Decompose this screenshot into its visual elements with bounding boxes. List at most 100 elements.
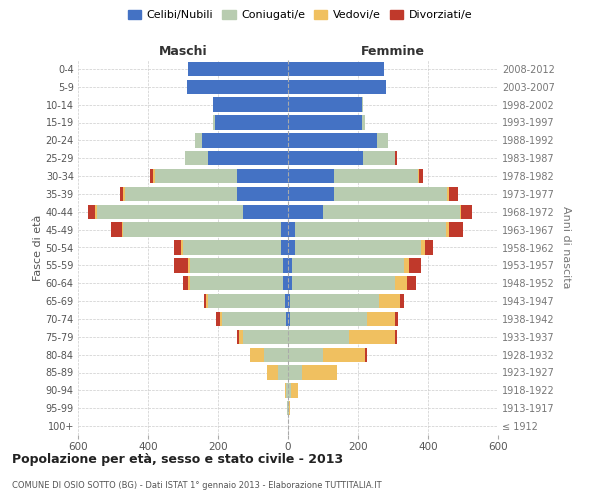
Text: Femmine: Femmine xyxy=(361,45,425,58)
Bar xyxy=(288,62,384,76)
Bar xyxy=(400,294,404,308)
Bar xyxy=(188,276,190,290)
Bar xyxy=(425,240,433,254)
Bar xyxy=(183,276,188,290)
Bar xyxy=(288,204,323,219)
Bar xyxy=(284,294,288,308)
Bar xyxy=(286,312,288,326)
Bar xyxy=(334,169,418,183)
Bar xyxy=(407,276,416,290)
Bar xyxy=(216,312,220,326)
Bar xyxy=(174,240,181,254)
Y-axis label: Anni di nascita: Anni di nascita xyxy=(560,206,571,289)
Bar xyxy=(363,151,395,166)
Bar xyxy=(187,80,288,94)
Bar xyxy=(323,348,365,362)
Bar xyxy=(288,294,290,308)
Bar xyxy=(419,169,423,183)
Bar xyxy=(221,312,286,326)
Bar xyxy=(267,366,277,380)
Bar xyxy=(302,366,337,380)
Bar xyxy=(288,133,377,148)
Bar xyxy=(395,151,397,166)
Bar xyxy=(334,187,447,201)
Bar xyxy=(367,312,395,326)
Text: COMUNE DI OSIO SOTTO (BG) - Dati ISTAT 1° gennaio 2013 - Elaborazione TUTTITALIA: COMUNE DI OSIO SOTTO (BG) - Dati ISTAT 1… xyxy=(12,480,382,490)
Bar xyxy=(239,330,242,344)
Bar xyxy=(283,276,288,290)
Bar xyxy=(208,151,288,166)
Bar xyxy=(292,258,404,272)
Bar xyxy=(155,169,237,183)
Bar xyxy=(242,330,288,344)
Bar xyxy=(183,240,281,254)
Bar xyxy=(288,366,302,380)
Bar xyxy=(281,222,288,237)
Bar xyxy=(237,169,288,183)
Bar xyxy=(220,312,221,326)
Bar xyxy=(292,276,395,290)
Bar xyxy=(208,294,284,308)
Bar xyxy=(288,80,386,94)
Bar xyxy=(237,330,239,344)
Bar xyxy=(288,276,292,290)
Bar xyxy=(404,258,409,272)
Bar xyxy=(289,401,290,415)
Bar xyxy=(250,348,263,362)
Bar xyxy=(213,116,215,130)
Bar xyxy=(409,258,421,272)
Bar xyxy=(286,383,288,398)
Bar xyxy=(460,204,461,219)
Bar xyxy=(174,258,188,272)
Bar xyxy=(277,366,288,380)
Bar xyxy=(195,133,202,148)
Bar xyxy=(181,240,183,254)
Bar xyxy=(122,222,124,237)
Bar xyxy=(215,116,288,130)
Bar xyxy=(204,294,206,308)
Text: Maschi: Maschi xyxy=(158,45,208,58)
Legend: Celibi/Nubili, Coniugati/e, Vedovi/e, Divorziati/e: Celibi/Nubili, Coniugati/e, Vedovi/e, Di… xyxy=(124,6,476,25)
Bar xyxy=(288,401,289,415)
Bar xyxy=(281,240,288,254)
Bar xyxy=(124,187,125,201)
Bar xyxy=(263,348,288,362)
Bar xyxy=(190,276,283,290)
Bar xyxy=(379,294,400,308)
Bar xyxy=(288,151,363,166)
Bar xyxy=(188,62,288,76)
Text: Popolazione per età, sesso e stato civile - 2013: Popolazione per età, sesso e stato civil… xyxy=(12,452,343,466)
Bar xyxy=(290,312,367,326)
Bar xyxy=(202,133,288,148)
Bar xyxy=(288,348,323,362)
Bar xyxy=(242,204,288,219)
Bar xyxy=(349,330,395,344)
Bar xyxy=(449,187,458,201)
Bar xyxy=(377,133,388,148)
Bar xyxy=(461,204,472,219)
Bar xyxy=(395,330,397,344)
Bar xyxy=(288,116,361,130)
Bar xyxy=(421,240,425,254)
Bar xyxy=(288,240,295,254)
Bar xyxy=(287,401,288,415)
Bar xyxy=(206,294,208,308)
Bar xyxy=(288,258,292,272)
Bar xyxy=(237,187,288,201)
Bar xyxy=(447,187,449,201)
Bar xyxy=(124,222,281,237)
Bar xyxy=(290,294,379,308)
Bar xyxy=(190,258,283,272)
Bar xyxy=(291,383,298,398)
Bar xyxy=(361,116,365,130)
Bar xyxy=(323,204,460,219)
Bar xyxy=(150,169,153,183)
Bar xyxy=(288,187,334,201)
Bar xyxy=(288,222,295,237)
Bar xyxy=(288,98,361,112)
Bar xyxy=(295,222,445,237)
Bar xyxy=(365,348,367,362)
Bar xyxy=(449,222,463,237)
Y-axis label: Fasce di età: Fasce di età xyxy=(32,214,43,280)
Bar xyxy=(395,312,398,326)
